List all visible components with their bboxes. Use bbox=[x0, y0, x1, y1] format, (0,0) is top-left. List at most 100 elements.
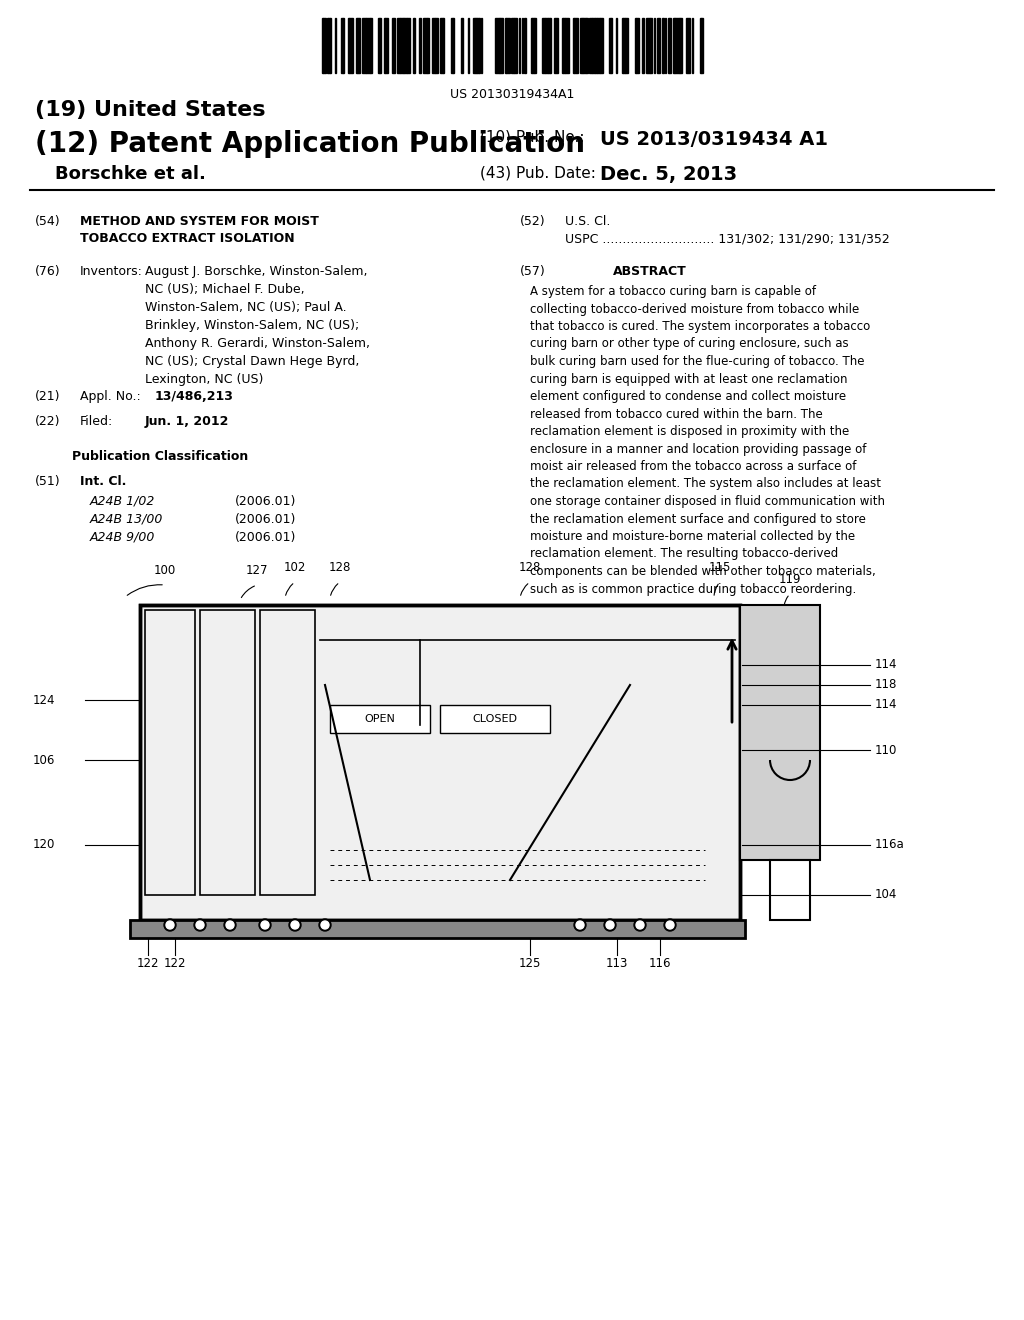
Circle shape bbox=[666, 921, 674, 929]
Bar bbox=[675, 18, 679, 73]
Bar bbox=[565, 18, 569, 73]
Bar bbox=[740, 605, 820, 861]
Text: (52): (52) bbox=[520, 215, 546, 228]
Text: 100: 100 bbox=[154, 564, 176, 577]
Text: 125: 125 bbox=[519, 957, 542, 970]
Bar bbox=[609, 18, 611, 73]
Text: (54): (54) bbox=[35, 215, 60, 228]
Text: A24B 9/00: A24B 9/00 bbox=[90, 531, 156, 544]
Text: (57): (57) bbox=[520, 265, 546, 279]
Text: (2006.01): (2006.01) bbox=[234, 495, 296, 508]
Bar bbox=[140, 605, 740, 920]
Bar bbox=[370, 18, 372, 73]
Bar bbox=[366, 18, 370, 73]
Bar bbox=[511, 18, 514, 73]
Text: (22): (22) bbox=[35, 414, 60, 428]
Bar bbox=[260, 610, 315, 895]
Text: Filed:: Filed: bbox=[80, 414, 114, 428]
Bar bbox=[545, 18, 548, 73]
Text: 106: 106 bbox=[33, 754, 55, 767]
Bar bbox=[662, 18, 664, 73]
Bar bbox=[595, 18, 597, 73]
Text: 13/486,213: 13/486,213 bbox=[155, 389, 233, 403]
Bar bbox=[580, 18, 582, 73]
Text: 119: 119 bbox=[778, 573, 801, 586]
Bar bbox=[407, 18, 410, 73]
Bar bbox=[423, 18, 427, 73]
Bar bbox=[330, 705, 430, 733]
Text: 118: 118 bbox=[874, 678, 897, 692]
Circle shape bbox=[261, 921, 269, 929]
Bar bbox=[534, 18, 536, 73]
Bar bbox=[200, 610, 255, 895]
Bar bbox=[419, 18, 421, 73]
Text: 128: 128 bbox=[329, 561, 351, 574]
Bar bbox=[532, 18, 534, 73]
Bar bbox=[432, 18, 435, 73]
Bar bbox=[385, 18, 388, 73]
Text: (19) United States: (19) United States bbox=[35, 100, 265, 120]
Circle shape bbox=[259, 919, 271, 931]
Text: A24B 13/00: A24B 13/00 bbox=[90, 513, 164, 525]
Text: 116a: 116a bbox=[874, 838, 905, 851]
Text: 128: 128 bbox=[519, 561, 542, 574]
Bar bbox=[642, 18, 644, 73]
Bar bbox=[404, 18, 407, 73]
Text: ABSTRACT: ABSTRACT bbox=[613, 265, 687, 279]
Text: 122: 122 bbox=[137, 957, 160, 970]
Circle shape bbox=[224, 919, 236, 931]
Bar bbox=[625, 18, 628, 73]
Text: Publication Classification: Publication Classification bbox=[72, 450, 248, 463]
Bar bbox=[600, 18, 603, 73]
Bar bbox=[701, 18, 703, 73]
Text: 114: 114 bbox=[874, 659, 897, 672]
Bar bbox=[597, 18, 600, 73]
Circle shape bbox=[196, 921, 204, 929]
Text: 120: 120 bbox=[33, 838, 55, 851]
Text: CLOSED: CLOSED bbox=[472, 714, 517, 723]
Bar bbox=[563, 18, 565, 73]
Text: U.S. Cl.: U.S. Cl. bbox=[565, 215, 610, 228]
Bar bbox=[542, 18, 545, 73]
Bar bbox=[586, 18, 588, 73]
Circle shape bbox=[664, 919, 676, 931]
Bar bbox=[427, 18, 429, 73]
Bar bbox=[140, 605, 740, 920]
Circle shape bbox=[574, 919, 586, 931]
Text: METHOD AND SYSTEM FOR MOIST
TOBACCO EXTRACT ISOLATION: METHOD AND SYSTEM FOR MOIST TOBACCO EXTR… bbox=[80, 215, 318, 246]
Text: 115: 115 bbox=[709, 561, 731, 574]
Text: US 2013/0319434 A1: US 2013/0319434 A1 bbox=[600, 129, 828, 149]
Text: 104: 104 bbox=[874, 888, 897, 902]
Bar bbox=[362, 18, 366, 73]
Text: Appl. No.:: Appl. No.: bbox=[80, 389, 140, 403]
Text: 110: 110 bbox=[874, 743, 897, 756]
Bar bbox=[574, 18, 578, 73]
Bar bbox=[636, 18, 639, 73]
Bar bbox=[583, 18, 586, 73]
Text: A system for a tobacco curing barn is capable of
collecting tobacco-derived mois: A system for a tobacco curing barn is ca… bbox=[530, 285, 885, 595]
Text: Jun. 1, 2012: Jun. 1, 2012 bbox=[145, 414, 229, 428]
Bar bbox=[130, 920, 745, 939]
Bar bbox=[451, 18, 453, 73]
Text: (43) Pub. Date:: (43) Pub. Date: bbox=[480, 165, 596, 180]
Bar bbox=[341, 18, 343, 73]
Bar bbox=[669, 18, 671, 73]
Circle shape bbox=[575, 921, 584, 929]
Bar bbox=[592, 18, 595, 73]
Text: (21): (21) bbox=[35, 389, 60, 403]
Circle shape bbox=[634, 919, 646, 931]
Text: August J. Borschke, Winston-Salem,
NC (US); Michael F. Dube,
Winston-Salem, NC (: August J. Borschke, Winston-Salem, NC (U… bbox=[145, 265, 370, 385]
Circle shape bbox=[166, 921, 174, 929]
Bar bbox=[477, 18, 479, 73]
Circle shape bbox=[194, 919, 206, 931]
Circle shape bbox=[606, 921, 614, 929]
Circle shape bbox=[321, 921, 329, 929]
Circle shape bbox=[319, 919, 331, 931]
Text: Int. Cl.: Int. Cl. bbox=[80, 475, 126, 488]
Circle shape bbox=[164, 919, 176, 931]
Bar bbox=[623, 18, 625, 73]
Circle shape bbox=[289, 919, 301, 931]
Bar bbox=[435, 18, 438, 73]
Bar bbox=[397, 18, 400, 73]
Text: 116: 116 bbox=[649, 957, 672, 970]
